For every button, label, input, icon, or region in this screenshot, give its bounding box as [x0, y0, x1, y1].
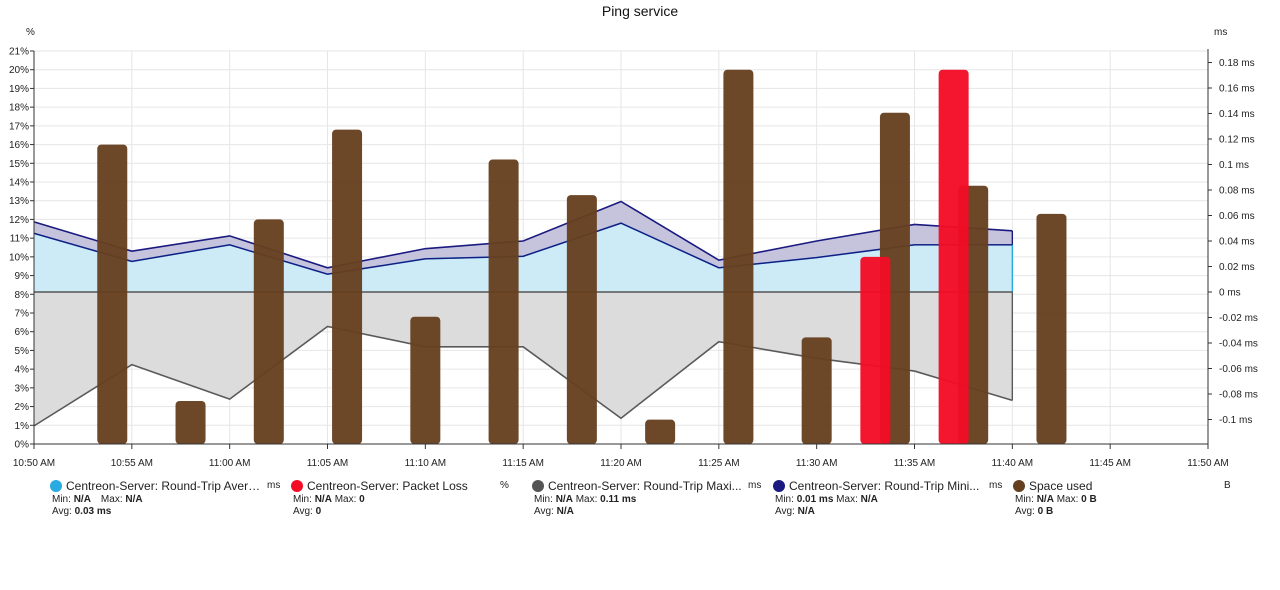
bar-space-used [332, 129, 363, 444]
left-tick-label: 21% [9, 47, 29, 58]
left-tick-label: 13% [9, 196, 29, 207]
legend-label: Space used [1029, 479, 1093, 493]
left-tick-label: 7% [15, 309, 30, 320]
left-tick-label: 11% [10, 234, 29, 245]
right-tick-label: -0.1 ms [1219, 415, 1252, 426]
legend-label: Centreon-Server: Round-Trip Maxi... [548, 479, 742, 493]
area-line [33, 325, 1013, 427]
left-axis-unit: % [26, 27, 35, 38]
x-tick-label: 10:50 AM [13, 458, 55, 469]
area-line [33, 200, 1013, 269]
right-tick-label: -0.08 ms [1219, 390, 1258, 401]
legend-stats: Min: 0.01 ms Max: N/A Avg: N/A [775, 494, 878, 517]
x-tick-label: 11:40 AM [992, 458, 1034, 469]
legend-item-rta[interactable]: Centreon-Server: Round-Trip Avera... ms … [50, 478, 285, 518]
legend-swatch [532, 480, 544, 492]
bar-space-used [1036, 213, 1067, 444]
legend-unit: ms [267, 480, 281, 491]
x-tick-label: 11:30 AM [796, 458, 838, 469]
right-tick-label: 0 ms [1219, 288, 1241, 299]
legend-item-packet-loss[interactable]: Centreon-Server: Packet Loss % Min: N/A … [291, 478, 526, 518]
bar-space-used [723, 69, 754, 444]
legend-swatch [1013, 480, 1025, 492]
left-tick-label: 20% [9, 65, 29, 76]
legend-unit: ms [989, 480, 1003, 491]
legend-item-rtmin[interactable]: Centreon-Server: Round-Trip Mini... ms M… [773, 478, 1008, 518]
x-tick-label: 11:00 AM [209, 458, 251, 469]
x-tick-label: 10:55 AM [111, 458, 153, 469]
left-tick-label: 4% [15, 365, 30, 376]
right-tick-label: 0.18 ms [1219, 58, 1255, 69]
left-tick-label: 16% [9, 140, 29, 151]
x-tick-label: 11:20 AM [600, 458, 642, 469]
legend-swatch [773, 480, 785, 492]
legend-stats: Min: N/A Max: 0 Avg: 0 [293, 494, 365, 517]
legend-swatch [50, 480, 62, 492]
right-axis-unit: ms [1214, 27, 1227, 38]
x-tick-label: 11:35 AM [894, 458, 936, 469]
left-tick-label: 0% [15, 440, 30, 451]
legend-label: Centreon-Server: Round-Trip Avera... [66, 479, 264, 493]
right-tick-label: 0.16 ms [1219, 84, 1255, 95]
right-tick-label: 0.14 ms [1219, 109, 1255, 120]
left-tick-label: 17% [9, 121, 29, 132]
legend-unit: ms [748, 480, 762, 491]
legend-label: Centreon-Server: Packet Loss [307, 479, 468, 493]
bar-space-used [645, 419, 676, 444]
left-tick-label: 3% [15, 383, 30, 394]
left-tick-label: 12% [9, 215, 29, 226]
left-tick-label: 6% [15, 327, 30, 338]
right-tick-label: 0.1 ms [1219, 160, 1249, 171]
legend-label: Centreon-Server: Round-Trip Mini... [789, 479, 980, 493]
x-tick-label: 11:25 AM [698, 458, 740, 469]
left-tick-label: 8% [15, 290, 30, 301]
legend-swatch [291, 480, 303, 492]
chart-canvas: 0% 1% 2% 3% 4% 5% 6% 7% 8% 9% 10% 11% 12% 13% 14% 15% 16… [9, 27, 1258, 470]
bar-series [97, 69, 1067, 445]
x-tick-label: 11:10 AM [405, 458, 447, 469]
right-tick-label: 0.06 ms [1219, 211, 1255, 222]
bar-packet-loss [860, 256, 891, 444]
legend-stats: Min: N/A Max: 0.11 ms Avg: N/A [534, 494, 637, 517]
right-tick-label: 0.12 ms [1219, 135, 1255, 146]
avg-line [33, 222, 1013, 275]
x-tick-label: 11:45 AM [1089, 458, 1131, 469]
right-tick-label: 0.02 ms [1219, 262, 1255, 273]
bar-space-used [175, 400, 206, 444]
left-tick-label: 5% [15, 346, 30, 357]
left-tick-label: 18% [9, 103, 29, 114]
left-tick-label: 10% [9, 252, 29, 263]
axes: 0% 1% 2% 3% 4% 5% 6% 7% 8% 9% 10% 11% 12% 13% 14% 15% 16… [9, 47, 1258, 470]
right-tick-label: 0.04 ms [1219, 237, 1255, 248]
bar-space-used [566, 195, 597, 444]
legend-item-space-used[interactable]: Space used B Min: N/A Max: 0 B Avg: 0 B [1013, 478, 1248, 518]
bar-space-used [488, 159, 519, 445]
bar-packet-loss [938, 69, 969, 444]
chart-title: Ping service [601, 3, 679, 19]
bar-space-used [97, 144, 128, 445]
x-tick-label: 11:05 AM [307, 458, 349, 469]
right-tick-label: -0.04 ms [1219, 339, 1258, 350]
right-tick-label: -0.06 ms [1219, 364, 1258, 375]
left-tick-label: 1% [15, 421, 30, 432]
right-tick-label: 0.08 ms [1219, 186, 1255, 197]
left-tick-label: 9% [15, 271, 30, 282]
bar-space-used [410, 316, 441, 444]
legend-unit: B [1224, 480, 1231, 491]
bar-space-used [801, 337, 832, 444]
legend-unit: % [500, 480, 509, 491]
right-tick-label: -0.02 ms [1219, 313, 1258, 324]
x-tick-label: 11:15 AM [502, 458, 544, 469]
legend-item-rtmax[interactable]: Centreon-Server: Round-Trip Maxi... ms M… [532, 478, 767, 518]
legend-stats: Min: N/A Max: 0 B Avg: 0 B [1015, 494, 1097, 517]
bar-space-used [253, 219, 284, 444]
left-tick-label: 14% [9, 178, 29, 189]
legend-stats: Min: N/A Max: N/A Avg: 0.03 ms [52, 494, 143, 517]
left-tick-label: 15% [9, 159, 29, 170]
x-tick-label: 11:50 AM [1187, 458, 1229, 469]
left-tick-label: 2% [15, 402, 30, 413]
left-tick-label: 19% [9, 84, 29, 95]
